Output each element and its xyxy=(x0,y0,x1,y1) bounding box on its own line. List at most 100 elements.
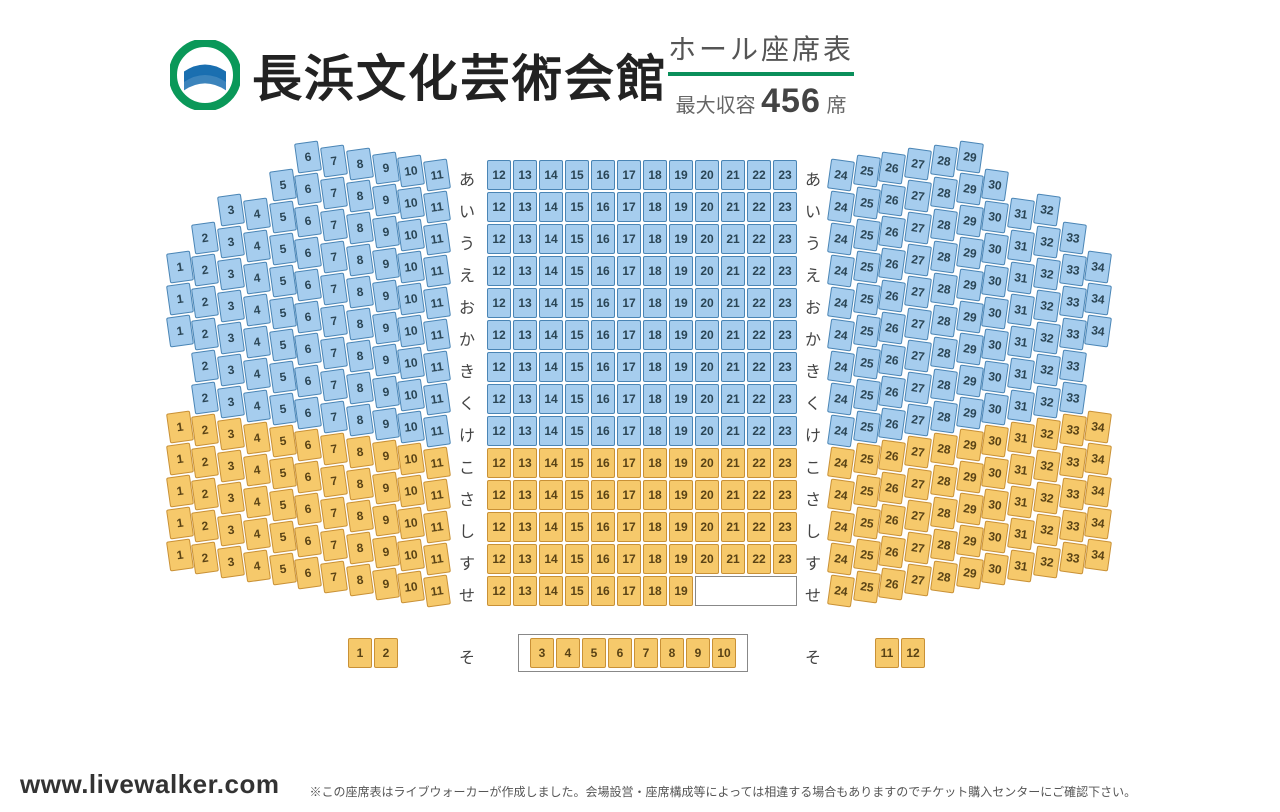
seat: 1 xyxy=(166,538,194,571)
row-label: き xyxy=(803,358,823,382)
seat: 25 xyxy=(853,475,881,508)
seat: 23 xyxy=(773,480,797,510)
seat: 30 xyxy=(981,329,1009,362)
seat: 7 xyxy=(320,208,348,241)
seat: 6 xyxy=(294,524,322,557)
seat: 19 xyxy=(669,384,693,414)
chart-subtitle: ホール座席表 xyxy=(668,28,854,76)
seat: 13 xyxy=(513,512,537,542)
seat: 5 xyxy=(269,457,297,490)
seat: 31 xyxy=(1007,485,1035,518)
row-label: せ xyxy=(457,582,477,606)
footer: www.livewalker.com ※この座席表はライブウォーカーが作成しまし… xyxy=(20,769,1260,800)
seat: 34 xyxy=(1084,282,1112,315)
seat: 14 xyxy=(539,416,563,446)
seat: 12 xyxy=(487,480,511,510)
seat: 24 xyxy=(827,574,855,607)
seat: 5 xyxy=(269,265,297,298)
row-label: し xyxy=(803,518,823,542)
seat: 25 xyxy=(853,411,881,444)
seat: 9 xyxy=(372,535,400,568)
seat: 2 xyxy=(191,318,219,351)
seat: 10 xyxy=(397,155,425,188)
seat: 8 xyxy=(346,500,374,533)
seat: 21 xyxy=(721,416,745,446)
seat: 20 xyxy=(695,256,719,286)
seat: 9 xyxy=(686,638,710,668)
seat: 17 xyxy=(617,192,641,222)
row-label: え xyxy=(457,262,477,286)
seat: 3 xyxy=(217,450,245,483)
seat: 29 xyxy=(956,236,984,269)
seat: 1 xyxy=(166,250,194,283)
seat: 14 xyxy=(539,288,563,318)
seat: 25 xyxy=(853,571,881,604)
seat: 17 xyxy=(617,160,641,190)
seat: 21 xyxy=(721,512,745,542)
seat: 19 xyxy=(669,224,693,254)
seat: 30 xyxy=(981,361,1009,394)
seat: 6 xyxy=(294,236,322,269)
seat: 24 xyxy=(827,446,855,479)
row-label: お xyxy=(457,294,477,318)
seat: 2 xyxy=(191,254,219,287)
header: 長浜文化芸術会館 ホール座席表 最大収容 456 席 xyxy=(170,28,1200,121)
seat: 32 xyxy=(1033,226,1061,259)
seat: 3 xyxy=(217,386,245,419)
seat: 29 xyxy=(956,428,984,461)
seat: 3 xyxy=(530,638,554,668)
seat: 29 xyxy=(956,492,984,525)
seat: 25 xyxy=(853,219,881,252)
seat: 34 xyxy=(1084,250,1112,283)
seat: 10 xyxy=(397,475,425,508)
seat: 28 xyxy=(930,304,958,337)
empty-slot xyxy=(695,576,797,606)
seat: 23 xyxy=(773,192,797,222)
seat: 20 xyxy=(695,416,719,446)
seat: 7 xyxy=(320,304,348,337)
seat: 22 xyxy=(747,320,771,350)
seat: 4 xyxy=(556,638,580,668)
seat: 26 xyxy=(879,247,907,280)
seat: 9 xyxy=(372,439,400,472)
seat: 23 xyxy=(773,544,797,574)
seat: 10 xyxy=(397,283,425,316)
seat: 29 xyxy=(956,396,984,429)
seat: 19 xyxy=(669,352,693,382)
seat: 34 xyxy=(1084,314,1112,347)
seat: 3 xyxy=(217,194,245,227)
seat: 28 xyxy=(930,464,958,497)
seat: 17 xyxy=(617,544,641,574)
seat: 8 xyxy=(346,532,374,565)
seat: 16 xyxy=(591,576,615,606)
seat: 31 xyxy=(1007,261,1035,294)
seat: 31 xyxy=(1007,549,1035,582)
seat: 11 xyxy=(423,318,451,351)
seat: 34 xyxy=(1084,474,1112,507)
seat: 27 xyxy=(904,180,932,213)
seat: 15 xyxy=(565,224,589,254)
seat: 32 xyxy=(1033,514,1061,547)
seat: 34 xyxy=(1084,442,1112,475)
seat: 7 xyxy=(320,464,348,497)
seat: 17 xyxy=(617,416,641,446)
seat: 22 xyxy=(747,448,771,478)
seat: 26 xyxy=(879,567,907,600)
seat: 29 xyxy=(956,524,984,557)
seat: 24 xyxy=(827,478,855,511)
seat: 33 xyxy=(1059,414,1087,447)
seat: 5 xyxy=(269,233,297,266)
row-label: こ xyxy=(457,454,477,478)
seat: 32 xyxy=(1033,386,1061,419)
seat: 4 xyxy=(243,197,271,230)
seat: 12 xyxy=(487,288,511,318)
seat: 8 xyxy=(346,308,374,341)
seat: 8 xyxy=(660,638,684,668)
seat: 33 xyxy=(1059,350,1087,383)
seat: 11 xyxy=(423,414,451,447)
seat: 34 xyxy=(1084,506,1112,539)
seat: 33 xyxy=(1059,222,1087,255)
seat: 5 xyxy=(269,297,297,330)
seat: 19 xyxy=(669,512,693,542)
seat: 22 xyxy=(747,480,771,510)
